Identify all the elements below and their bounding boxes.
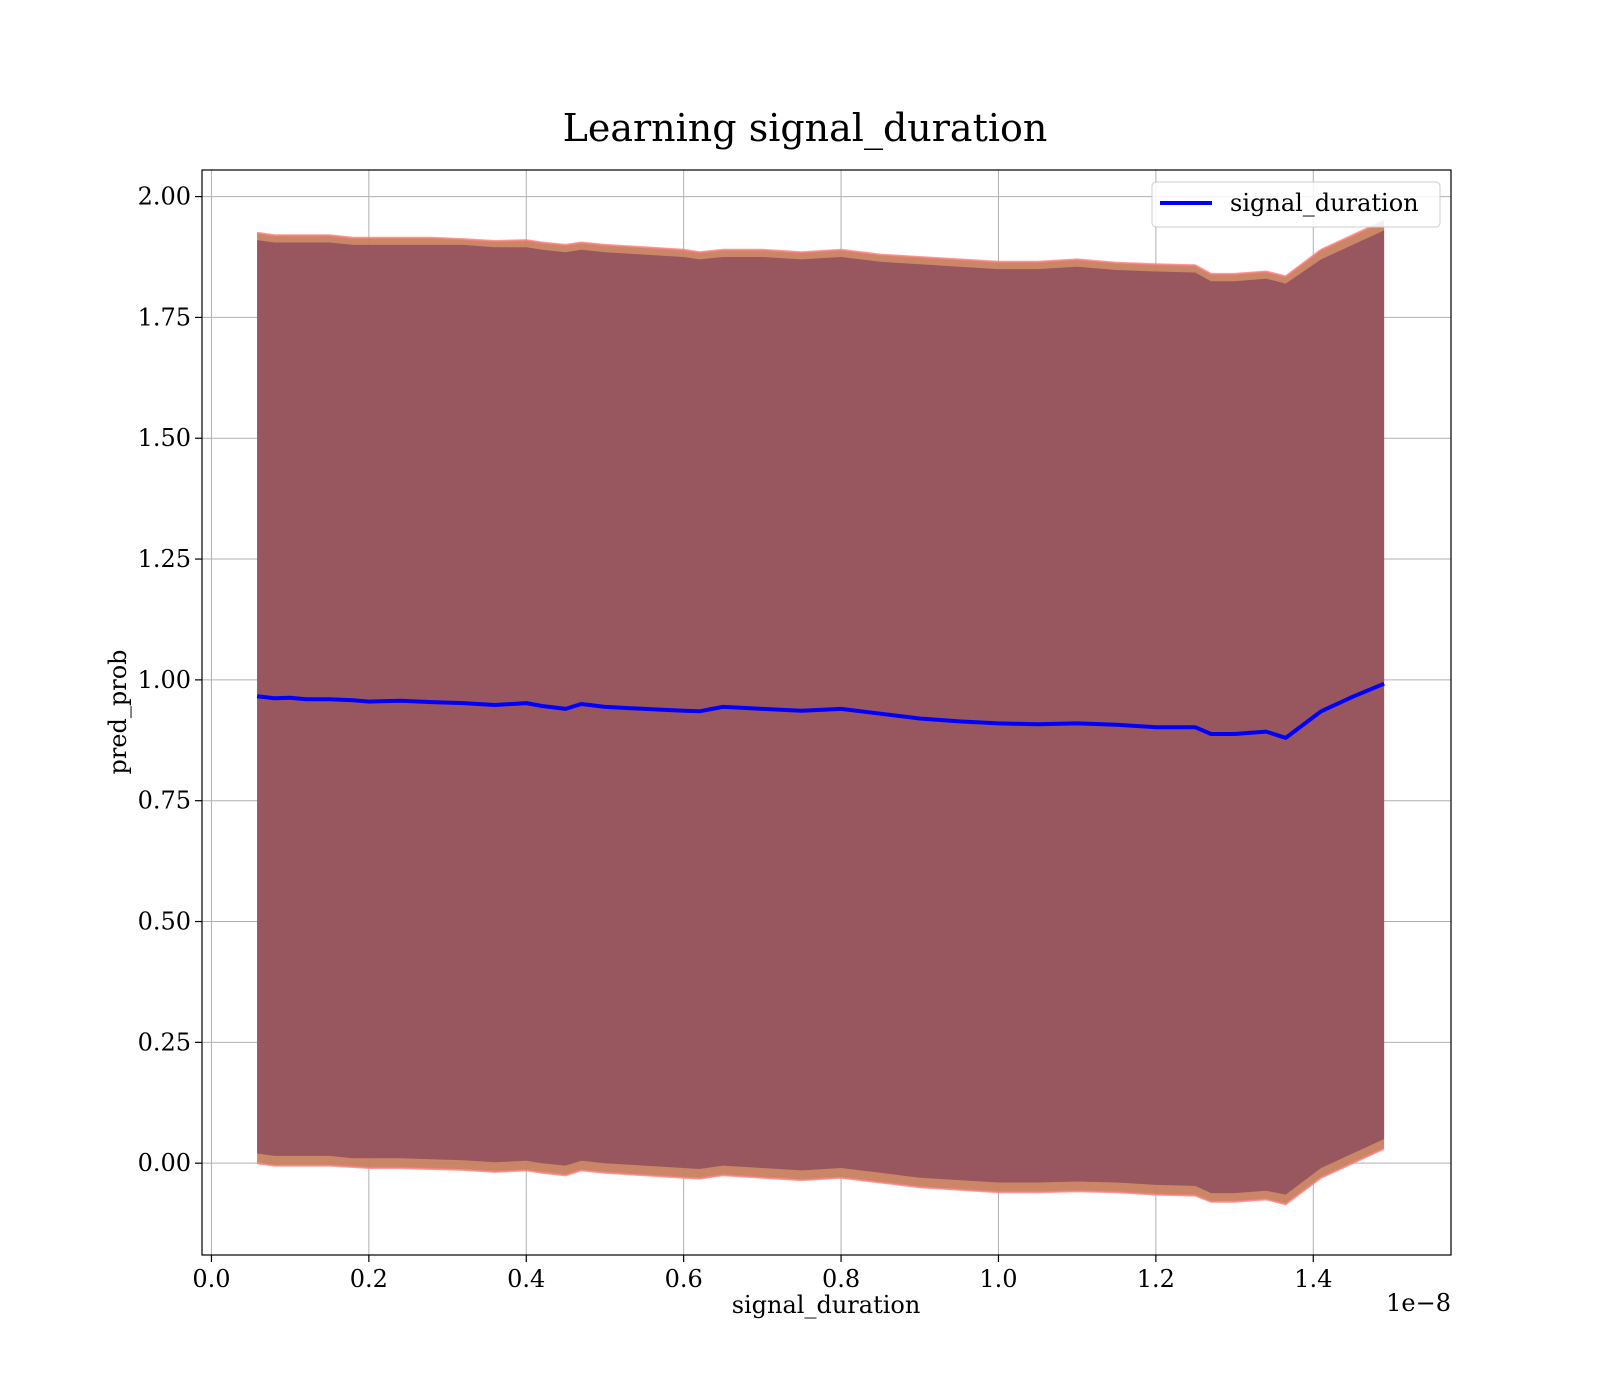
- y-tick-label: 0.50: [138, 908, 191, 936]
- chart-title: Learning signal_duration: [563, 106, 1048, 151]
- y-axis-label: pred_prob: [104, 649, 132, 774]
- legend-box: [1151, 181, 1441, 228]
- confidence-bands: [256, 219, 1385, 1206]
- x-tick-label: 0.4: [507, 1265, 545, 1293]
- legend: signal_duration: [1151, 181, 1441, 228]
- y-tick-label: 1.75: [138, 303, 191, 331]
- y-tick-label: 1.50: [138, 424, 191, 452]
- y-tick-label: 0.75: [138, 787, 191, 815]
- inner-band: [257, 230, 1385, 1195]
- legend-entry-signal-duration: signal_duration: [1230, 189, 1419, 217]
- x-tick-label: 1.2: [1137, 1265, 1175, 1293]
- y-tick-label: 0.25: [138, 1028, 191, 1056]
- y-tick-label: 1.25: [138, 545, 191, 573]
- x-tick-label: 0.2: [350, 1265, 388, 1293]
- series-line-signal-duration: [256, 681, 1385, 740]
- y-tick-label: 0.00: [138, 1149, 191, 1177]
- x-axis-offset-text: 1e−8: [1386, 1289, 1451, 1317]
- x-axis-label: signal_duration: [732, 1291, 921, 1319]
- x-tick-label: 1.4: [1294, 1265, 1332, 1293]
- x-tick-label: 0.6: [665, 1265, 703, 1293]
- x-tick-label: 0.8: [822, 1265, 860, 1293]
- x-tick-label: 0.0: [192, 1265, 230, 1293]
- y-tick-label: 2.00: [138, 183, 191, 211]
- x-tick-label: 1.0: [979, 1265, 1017, 1293]
- outer-band-top-edge: [256, 219, 1385, 278]
- plot-frame: [201, 169, 1452, 1256]
- y-tick-label: 1.00: [138, 666, 191, 694]
- y-axis-ticks: 0.00 0.25 0.50 0.75 1.00 1.25 1.50 1.75 2.00: [138, 183, 202, 1177]
- x-axis-ticks: 0.0 0.2 0.4 0.6 0.8 1.0 1.2 1.4: [192, 1255, 1332, 1293]
- outer-band-bottom-edge: [256, 1147, 1385, 1206]
